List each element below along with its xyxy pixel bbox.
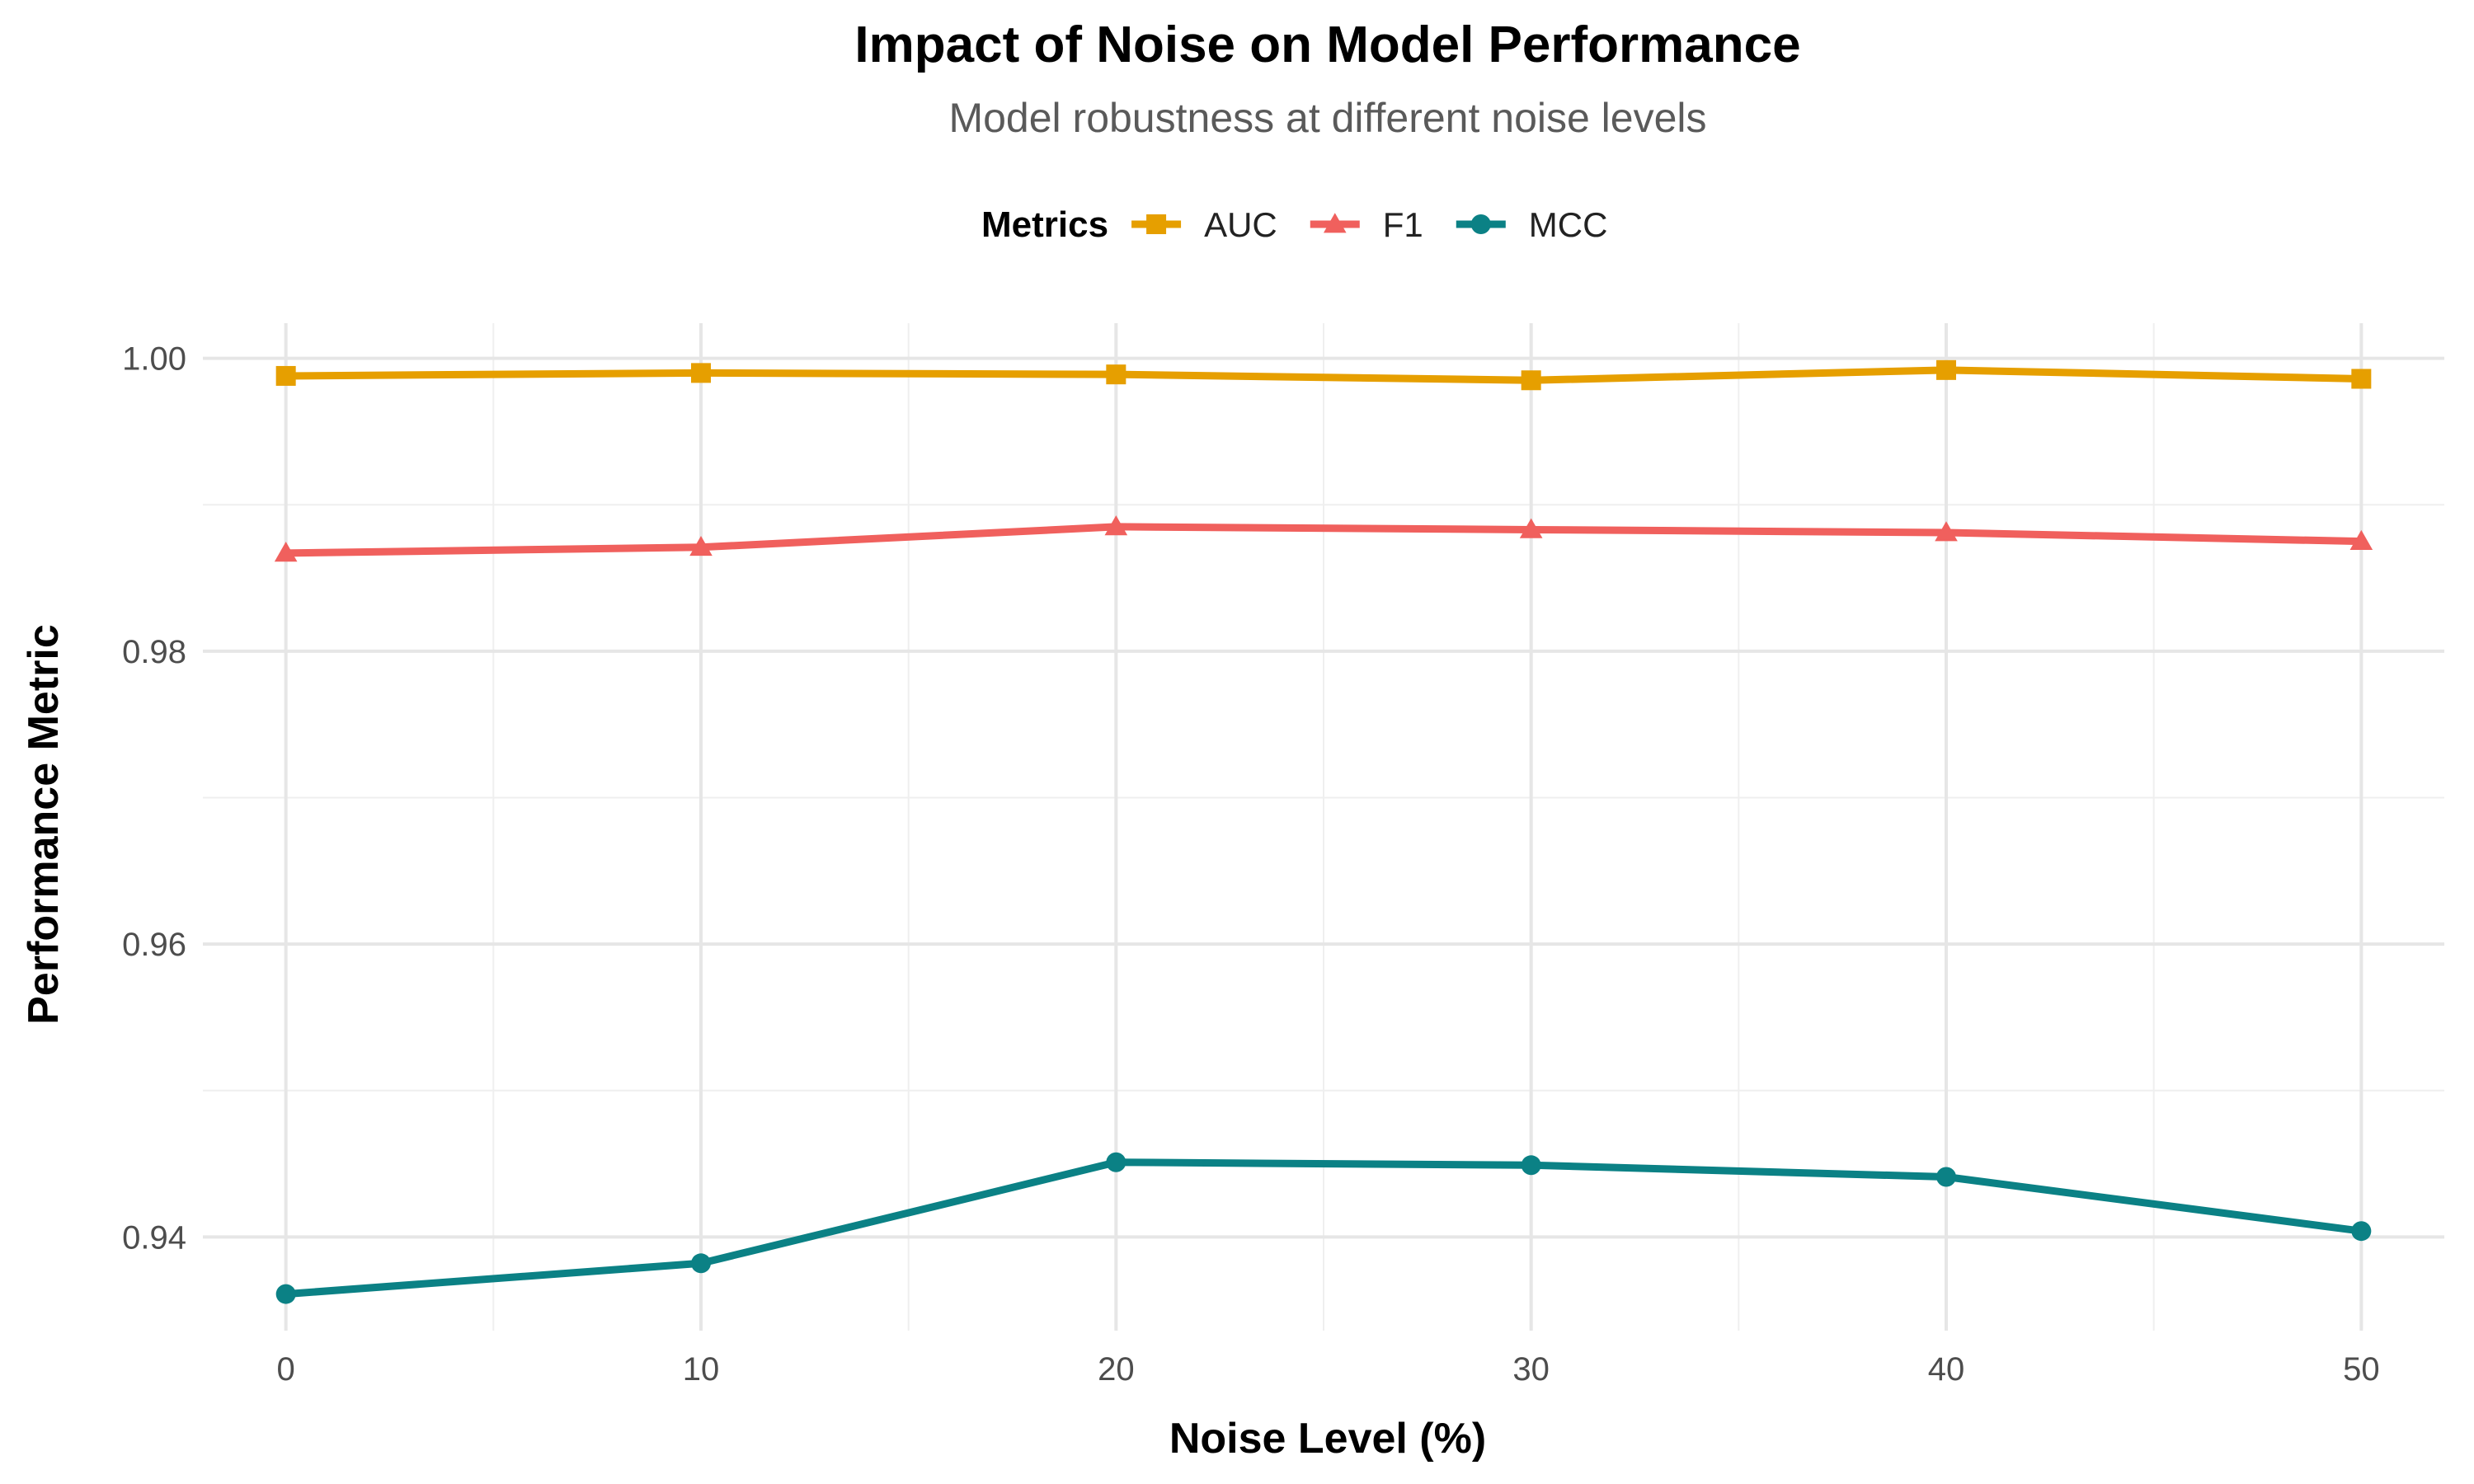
series-auc — [275, 359, 2372, 391]
y-axis-title: Performance Metric — [20, 624, 68, 1025]
series-f1 — [274, 515, 2373, 562]
chart-subtitle: Model robustness at different noise leve… — [948, 95, 1706, 141]
legend-label-mcc: MCC — [1529, 205, 1608, 244]
series-mcc — [275, 1152, 2372, 1304]
series-layer — [274, 359, 2373, 1304]
data-point-f1 — [2349, 529, 2373, 550]
data-point-auc — [1106, 364, 1126, 385]
legend-marker-mcc — [1470, 214, 1491, 234]
data-point-mcc — [691, 1253, 711, 1274]
legend-title: Metrics — [981, 204, 1108, 245]
legend: Metrics AUC F1 MCC — [981, 204, 1607, 245]
x-tick-label: 40 — [1928, 1351, 1965, 1388]
data-point-auc — [691, 363, 711, 383]
x-axis-title: Noise Level (%) — [1169, 1415, 1486, 1463]
data-point-auc — [275, 365, 296, 386]
legend-label-auc: AUC — [1204, 205, 1277, 244]
data-point-f1 — [274, 542, 298, 562]
chart-title: Impact of Noise on Model Performance — [854, 16, 1800, 73]
y-tick-label: 0.96 — [122, 927, 186, 963]
data-point-f1 — [1519, 518, 1543, 538]
y-tick-label: 1.00 — [122, 341, 186, 378]
y-tick-label: 0.98 — [122, 634, 186, 670]
legend-label-f1: F1 — [1383, 205, 1423, 244]
legend-marker-f1 — [1323, 213, 1347, 233]
series-line-auc — [282, 366, 2365, 384]
data-point-f1 — [689, 535, 713, 556]
legend-item-mcc: MCC — [1456, 205, 1608, 244]
data-point-mcc — [1936, 1167, 1956, 1187]
legend-marker-auc — [1146, 214, 1167, 234]
x-tick-label: 20 — [1098, 1351, 1135, 1388]
data-point-auc — [1521, 370, 1541, 391]
data-point-auc — [2351, 369, 2372, 389]
data-point-f1 — [1935, 521, 1958, 542]
x-tick-label: 30 — [1512, 1351, 1550, 1388]
x-tick-label: 0 — [277, 1351, 295, 1388]
x-tick-label: 10 — [683, 1351, 720, 1388]
legend-item-auc: AUC — [1131, 205, 1277, 244]
y-tick-label: 0.94 — [122, 1219, 186, 1256]
x-tick-label: 50 — [2343, 1351, 2380, 1388]
data-point-f1 — [1104, 515, 1128, 536]
series-line-f1 — [282, 523, 2365, 557]
grid — [203, 323, 2444, 1331]
data-point-mcc — [275, 1284, 296, 1304]
series-line-mcc — [282, 1158, 2365, 1298]
data-point-mcc — [1521, 1155, 1541, 1176]
legend-item-f1: F1 — [1310, 205, 1423, 244]
data-point-mcc — [1106, 1152, 1126, 1172]
data-point-mcc — [2351, 1221, 2372, 1242]
x-axis-ticks: 0 10 20 30 40 50 — [277, 1351, 2380, 1388]
data-point-auc — [1936, 359, 1956, 380]
y-axis-ticks: 0.94 0.96 0.98 1.00 — [122, 341, 186, 1256]
